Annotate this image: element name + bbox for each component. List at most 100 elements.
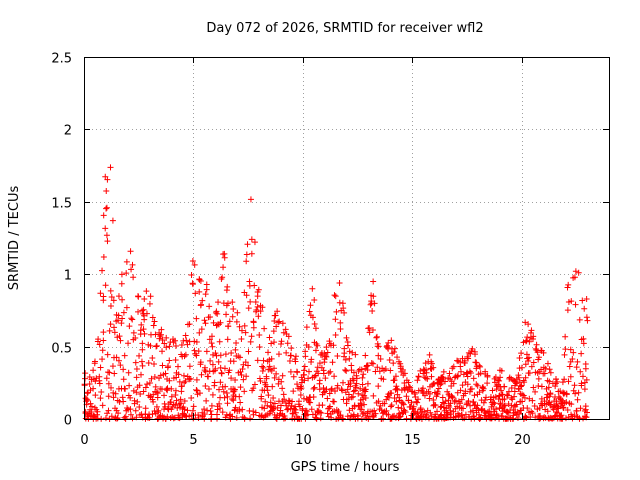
data-point	[252, 409, 259, 416]
data-point	[223, 311, 230, 318]
data-point	[294, 381, 301, 388]
data-point	[193, 376, 200, 383]
data-point	[208, 411, 215, 418]
data-point	[544, 408, 551, 415]
data-point	[168, 393, 175, 400]
data-point	[111, 370, 118, 377]
data-point	[216, 386, 223, 393]
data-point	[473, 359, 480, 366]
data-point	[560, 404, 567, 411]
data-point	[325, 370, 332, 377]
data-point	[211, 382, 218, 389]
data-point	[153, 343, 160, 350]
data-point	[346, 348, 353, 355]
data-point	[258, 393, 265, 400]
data-point	[84, 390, 91, 397]
data-point	[86, 381, 93, 388]
data-point	[120, 309, 127, 316]
data-point	[243, 258, 250, 265]
data-point	[471, 392, 478, 399]
data-point	[572, 390, 579, 397]
data-point	[480, 399, 487, 406]
data-point	[525, 354, 532, 361]
data-point	[100, 212, 107, 219]
data-point	[188, 394, 195, 401]
data-point	[567, 346, 574, 353]
data-point	[524, 334, 531, 341]
data-point	[129, 415, 136, 422]
data-point	[526, 338, 533, 345]
data-point	[532, 345, 539, 352]
data-point	[520, 339, 527, 346]
data-point	[138, 358, 145, 365]
data-point	[565, 281, 572, 288]
data-point	[338, 386, 345, 393]
data-point	[150, 322, 157, 329]
data-point	[243, 251, 250, 258]
data-point	[310, 394, 317, 401]
data-point	[221, 365, 228, 372]
data-point	[215, 321, 222, 328]
data-point	[242, 359, 249, 366]
data-point	[280, 329, 287, 336]
data-point	[270, 405, 277, 412]
data-point	[311, 373, 318, 380]
data-point	[286, 357, 293, 364]
data-point	[272, 312, 279, 319]
data-point	[196, 329, 203, 336]
data-point	[527, 329, 534, 336]
data-point	[352, 351, 359, 358]
data-point	[309, 314, 316, 321]
data-point	[484, 408, 491, 415]
x-tick-label: 20	[514, 433, 531, 448]
data-point	[137, 391, 144, 398]
data-point	[145, 359, 152, 366]
data-point	[354, 412, 361, 419]
data-point	[245, 362, 252, 369]
data-point	[493, 386, 500, 393]
data-point	[497, 400, 504, 407]
data-point	[247, 298, 254, 305]
data-point	[375, 398, 382, 405]
data-point	[427, 409, 434, 416]
data-point	[223, 390, 230, 397]
data-point	[178, 388, 185, 395]
data-point	[223, 411, 230, 418]
data-point	[287, 352, 294, 359]
data-point	[259, 368, 266, 375]
data-point	[444, 388, 451, 395]
data-point	[284, 406, 291, 413]
data-point	[552, 383, 559, 390]
data-point	[191, 347, 198, 354]
data-point	[369, 308, 376, 315]
data-point	[299, 405, 306, 412]
data-point	[106, 327, 113, 334]
data-point	[343, 400, 350, 407]
data-point	[266, 363, 273, 370]
data-point	[215, 358, 222, 365]
data-point	[224, 283, 231, 290]
data-point	[498, 387, 505, 394]
data-point	[229, 299, 236, 306]
data-point	[221, 394, 228, 401]
data-point	[337, 319, 344, 326]
data-point	[375, 383, 382, 390]
data-point	[144, 381, 151, 388]
data-point	[308, 356, 315, 363]
data-point	[370, 293, 377, 300]
data-point	[149, 411, 156, 418]
data-point	[459, 382, 466, 389]
data-point	[406, 383, 413, 390]
data-point	[176, 378, 183, 385]
data-point	[461, 359, 468, 366]
data-point	[569, 355, 576, 362]
data-point	[149, 354, 156, 361]
data-point	[324, 395, 331, 402]
data-point	[263, 375, 270, 382]
data-point	[100, 293, 107, 300]
data-point	[567, 373, 574, 380]
data-point	[199, 297, 206, 304]
data-point	[454, 403, 461, 410]
data-point	[522, 361, 529, 368]
data-point	[90, 367, 97, 374]
